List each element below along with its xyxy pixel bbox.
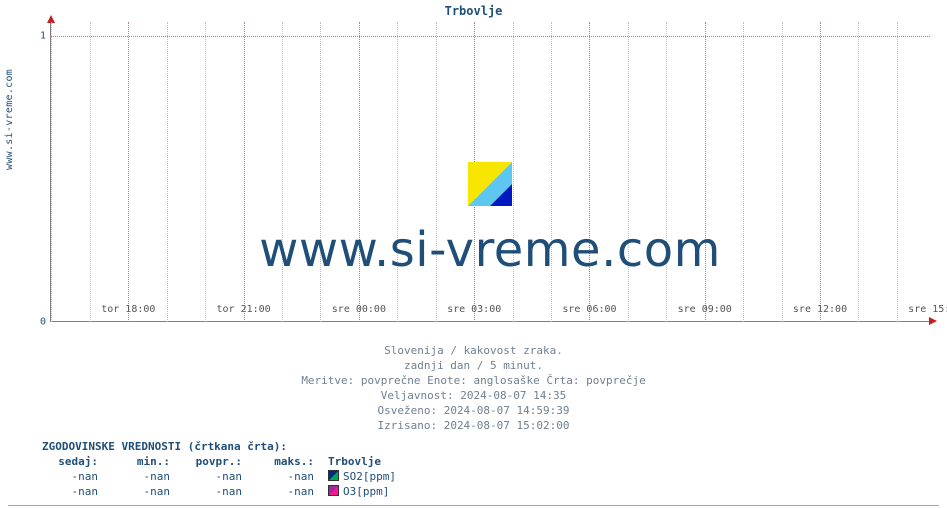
ytick-label: 0 bbox=[28, 317, 46, 328]
xtick-label: sre 12:00 bbox=[793, 304, 847, 315]
footer-line: zadnji dan / 5 minut. bbox=[0, 358, 947, 373]
gridline-v-major bbox=[705, 22, 706, 322]
xtick-label: sre 09:00 bbox=[678, 304, 732, 315]
gridline-v-minor bbox=[513, 22, 514, 322]
footer-line: Veljavnost: 2024-08-07 14:35 bbox=[0, 388, 947, 403]
footer-line: Slovenija / kakovost zraka. bbox=[0, 343, 947, 358]
history-series: SO2[ppm] bbox=[320, 469, 396, 484]
x-axis-arrow-icon bbox=[929, 317, 937, 325]
chart-title: Trbovlje bbox=[0, 4, 947, 18]
history-cell: -nan bbox=[42, 469, 104, 484]
history-cell: -nan bbox=[176, 469, 248, 484]
xtick-label: sre 15:00 bbox=[908, 304, 947, 315]
xtick-label: sre 06:00 bbox=[562, 304, 616, 315]
history-station: Trbovlje bbox=[320, 454, 381, 469]
gridline-v-minor bbox=[858, 22, 859, 322]
gridline-v-major bbox=[244, 22, 245, 322]
history-header: maks.: bbox=[248, 454, 320, 469]
history-cell: -nan bbox=[104, 484, 176, 499]
gridline-v-minor bbox=[897, 22, 898, 322]
gridline-h bbox=[50, 36, 930, 37]
history-cell: -nan bbox=[248, 469, 320, 484]
series-swatch-icon bbox=[328, 485, 339, 496]
xtick-label: tor 21:00 bbox=[217, 304, 271, 315]
series-swatch-icon bbox=[328, 470, 339, 481]
history-header: povpr.: bbox=[176, 454, 248, 469]
gridline-v-minor bbox=[551, 22, 552, 322]
gridline-v-minor bbox=[743, 22, 744, 322]
gridline-v-minor bbox=[436, 22, 437, 322]
watermark-logo-icon bbox=[468, 162, 512, 206]
gridline-v-minor bbox=[90, 22, 91, 322]
xtick-label: sre 00:00 bbox=[332, 304, 386, 315]
chart-plot-area: 01 www.si-vreme.com bbox=[50, 22, 930, 322]
history-cell: -nan bbox=[176, 484, 248, 499]
chart-footer-info: Slovenija / kakovost zraka. zadnji dan /… bbox=[0, 343, 947, 433]
gridline-v-minor bbox=[205, 22, 206, 322]
series-name: SO2[ppm] bbox=[343, 470, 396, 483]
history-title: ZGODOVINSKE VREDNOSTI (črtkana črta): bbox=[42, 440, 396, 453]
gridline-v-minor bbox=[782, 22, 783, 322]
bottom-rule bbox=[8, 505, 939, 506]
history-block: ZGODOVINSKE VREDNOSTI (črtkana črta): se… bbox=[42, 440, 396, 499]
history-cell: -nan bbox=[42, 484, 104, 499]
series-name: O3[ppm] bbox=[343, 485, 389, 498]
gridline-v-minor bbox=[628, 22, 629, 322]
history-row: -nan-nan-nan-nanO3[ppm] bbox=[42, 484, 396, 499]
history-series: O3[ppm] bbox=[320, 484, 389, 499]
footer-line: Osveženo: 2024-08-07 14:59:39 bbox=[0, 403, 947, 418]
gridline-v-minor bbox=[167, 22, 168, 322]
gridline-v-major bbox=[359, 22, 360, 322]
history-row: -nan-nan-nan-nanSO2[ppm] bbox=[42, 469, 396, 484]
gridline-v-major bbox=[820, 22, 821, 322]
gridline-v-minor bbox=[666, 22, 667, 322]
xtick-label: sre 03:00 bbox=[447, 304, 501, 315]
gridline-v-minor bbox=[397, 22, 398, 322]
site-label-vertical: www.si-vreme.com bbox=[4, 69, 15, 170]
footer-line: Izrisano: 2024-08-07 15:02:00 bbox=[0, 418, 947, 433]
footer-line: Meritve: povprečne Enote: anglosaške Črt… bbox=[0, 373, 947, 388]
xtick-label: tor 18:00 bbox=[101, 304, 155, 315]
gridline-v-major bbox=[128, 22, 129, 322]
history-cell: -nan bbox=[104, 469, 176, 484]
gridline-v-major bbox=[589, 22, 590, 322]
gridline-v-minor bbox=[320, 22, 321, 322]
history-header: min.: bbox=[104, 454, 176, 469]
gridline-v-minor bbox=[51, 22, 52, 322]
history-header-row: sedaj: min.: povpr.: maks.: Trbovlje bbox=[42, 454, 396, 469]
history-cell: -nan bbox=[248, 484, 320, 499]
ytick-label: 1 bbox=[28, 31, 46, 42]
history-header: sedaj: bbox=[42, 454, 104, 469]
gridline-v-minor bbox=[282, 22, 283, 322]
